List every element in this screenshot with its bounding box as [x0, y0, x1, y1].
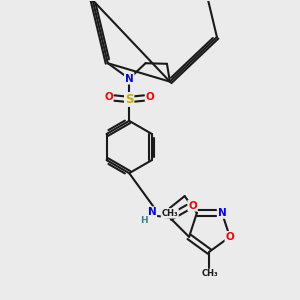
Text: S: S — [125, 93, 134, 106]
Text: CH₃: CH₃ — [161, 209, 178, 218]
Text: O: O — [146, 92, 154, 101]
Text: H: H — [140, 216, 148, 225]
Text: N: N — [148, 207, 156, 217]
Text: N: N — [218, 208, 226, 218]
Text: CH₃: CH₃ — [201, 269, 218, 278]
Text: O: O — [104, 92, 113, 101]
Text: O: O — [225, 232, 234, 242]
Text: O: O — [188, 201, 197, 211]
Text: N: N — [125, 74, 134, 84]
